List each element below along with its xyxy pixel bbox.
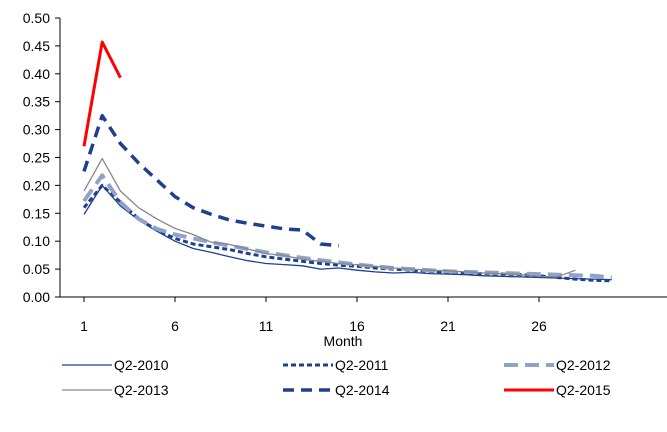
legend-label: Q2-2010 [114, 357, 169, 373]
legend-label: Q2-2013 [114, 382, 169, 398]
legend-item-q2-2010: Q2-2010 [62, 357, 169, 373]
legend-label: Q2-2015 [556, 382, 611, 398]
legend-item-q2-2013: Q2-2013 [62, 382, 169, 398]
legend-item-q2-2011: Q2-2011 [283, 357, 389, 373]
legend-item-q2-2014: Q2-2014 [283, 382, 390, 398]
x-tick-label: 16 [349, 318, 365, 334]
series-line-q2-2015 [82, 40, 122, 147]
x-tick-label: 6 [171, 318, 179, 334]
y-tick-label: 0.10 [23, 233, 50, 249]
legend: Q2-2010 Q2-2011 Q2-2012 Q2-2013 Q2-2014 Q2-20… [62, 357, 611, 398]
y-tick-label: 0.15 [23, 205, 50, 221]
series-line-q2-2010 [83, 184, 612, 281]
y-tick-label: 0.30 [23, 122, 50, 138]
x-tick-label: 26 [531, 318, 547, 334]
plot-area [82, 40, 612, 283]
legend-item-q2-2012: Q2-2012 [504, 357, 611, 373]
legend-label: Q2-2012 [556, 357, 611, 373]
series-line-q2-2011 [82, 183, 612, 283]
series-line-q2-2012 [82, 173, 612, 280]
series-line-q2-2014 [82, 113, 339, 248]
x-tick-label: 1 [80, 318, 88, 334]
x-axis-label: Month [324, 333, 363, 349]
legend-item-q2-2015: Q2-2015 [504, 382, 611, 398]
legend-label: Q2-2011 [335, 357, 389, 373]
y-tick-label: 0.00 [23, 289, 50, 305]
y-tick-label: 0.35 [23, 94, 50, 110]
series-line-q2-2013 [83, 157, 576, 278]
y-tick-label: 0.45 [23, 38, 50, 54]
x-tick-label: 11 [259, 318, 274, 334]
y-axis: 0.00 0.05 0.10 0.15 0.20 0.25 0.30 0.35 0.40 0.45… [23, 10, 61, 305]
y-tick-label: 0.40 [23, 66, 50, 82]
legend-label: Q2-2014 [335, 382, 390, 398]
y-tick-label: 0.05 [23, 261, 50, 277]
y-tick-label: 0.50 [23, 10, 50, 26]
y-tick-label: 0.20 [23, 177, 50, 193]
y-tick-label: 0.25 [23, 150, 50, 166]
x-axis: 1 6 11 16 21 26 [60, 296, 667, 334]
x-tick-label: 21 [440, 318, 456, 334]
